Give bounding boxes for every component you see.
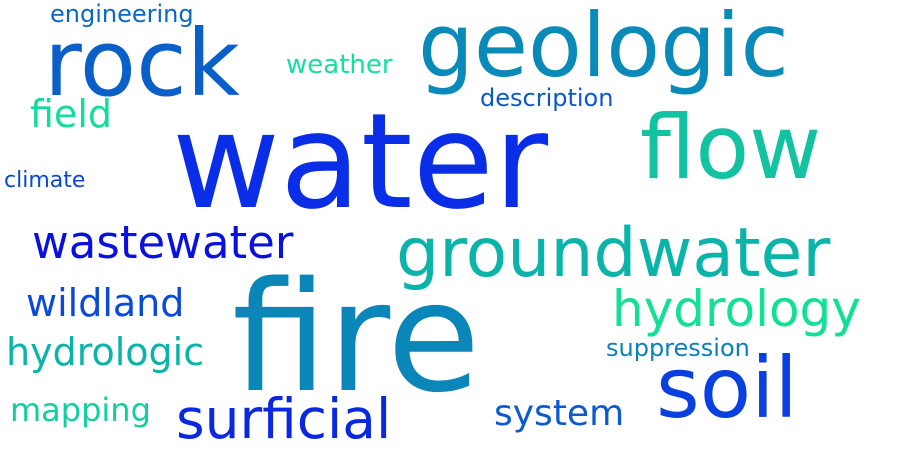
word-engineering: engineering [50, 0, 194, 28]
word-soil: soil [656, 339, 798, 437]
word-mapping: mapping [10, 391, 151, 429]
word-suppression: suppression [606, 334, 750, 362]
word-surficial: surficial [176, 387, 392, 451]
word-water: water [172, 85, 549, 239]
word-flow: flow [640, 96, 822, 199]
word-climate: climate [4, 168, 86, 193]
word-system: system [494, 393, 625, 434]
word-fire: fire [232, 249, 481, 426]
word-geologic: geologic [418, 0, 789, 97]
word-description: description [480, 84, 614, 112]
word-field: field [30, 92, 112, 136]
word-hydrology: hydrology [612, 280, 861, 338]
word-wildland: wildland [26, 281, 185, 325]
word-groundwater: groundwater [396, 214, 831, 293]
word-hydrologic: hydrologic [6, 330, 205, 374]
word-wastewater: wastewater [32, 216, 294, 269]
word-rock: rock [44, 10, 240, 117]
word-weather: weather [286, 50, 393, 80]
